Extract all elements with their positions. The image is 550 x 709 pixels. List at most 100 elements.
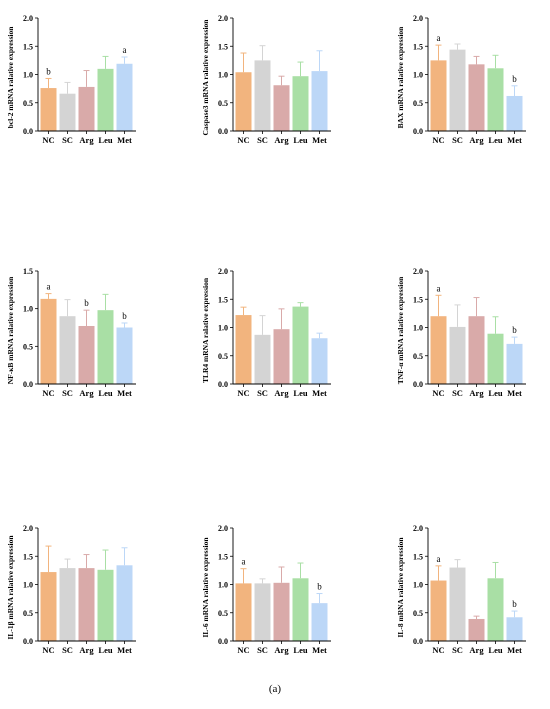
bar-arg (78, 325, 95, 384)
x-tick-label: Met (117, 645, 132, 655)
x-tick-label: SC (452, 388, 463, 398)
bar-nc (235, 315, 252, 384)
bar-met (311, 603, 328, 641)
y-axis-label: NF-κB mRNA ralative expression (6, 276, 15, 384)
y-tick-label: 0.5 (413, 99, 423, 108)
x-tick-label: Arg (274, 645, 289, 655)
x-tick-label: Leu (293, 645, 307, 655)
x-tick-label: NC (42, 645, 54, 655)
x-tick-label: SC (62, 135, 73, 145)
bar-arg (78, 568, 95, 641)
chart-panel-1: b NC SC Arg Leu a Met 0.0 0.5 1.0 1.5 2.0 bcl-2 mRNA… (6, 14, 136, 145)
x-tick-label: Leu (98, 388, 112, 398)
y-tick-label: 1.5 (218, 552, 228, 561)
y-tick-label: 1.0 (23, 71, 33, 80)
y-tick-label: 2.0 (413, 14, 423, 23)
x-tick-label: Met (312, 645, 327, 655)
bar-sc (59, 316, 76, 384)
significance-letter: a (437, 283, 441, 293)
bar-arg (468, 316, 485, 384)
y-tick-label: 1.5 (413, 295, 423, 304)
x-tick-label: NC (237, 388, 249, 398)
x-tick-label: NC (432, 135, 444, 145)
y-tick-label: 2.0 (218, 524, 228, 533)
y-tick-label: 0.5 (218, 609, 228, 618)
y-axis-label: IL-8 mRNA ralative expression (396, 537, 405, 638)
significance-letter: b (512, 74, 517, 84)
chart-panel-9: a NC SC Arg Leu b Met 0.0 0.5 1.0 1.5 2.0 IL-8 mRNA … (396, 524, 526, 655)
y-tick-label: 0.0 (218, 380, 228, 389)
y-axis-label: TLR4 mRNA ralative expression (201, 277, 210, 383)
y-tick-label: 1.0 (218, 581, 228, 590)
bar-nc (40, 298, 57, 384)
y-axis-label: IL-1β mRNA ralative expression (6, 535, 15, 640)
y-tick-label: 1.0 (413, 324, 423, 333)
x-tick-label: Leu (488, 388, 502, 398)
significance-letter: a (47, 282, 51, 292)
bar-leu (97, 569, 114, 641)
bar-sc (59, 93, 76, 131)
y-tick-label: 0.5 (413, 352, 423, 361)
significance-letter: a (437, 554, 441, 564)
figure-caption: (a) (268, 683, 282, 695)
chart-panel-8: a NC SC Arg Leu b Met 0.0 0.5 1.0 1.5 2.0 IL-6 mRNA … (201, 524, 331, 655)
bar-met (116, 565, 133, 641)
x-tick-label: Met (507, 135, 522, 145)
bar-sc (449, 326, 466, 384)
significance-letter: b (512, 325, 517, 335)
x-tick-label: Leu (488, 135, 502, 145)
bar-leu (487, 333, 504, 384)
bar-met (116, 327, 133, 384)
significance-letter: b (46, 66, 51, 76)
y-tick-label: 1.0 (413, 71, 423, 80)
y-tick-label: 0.5 (23, 99, 33, 108)
y-tick-label: 2.0 (23, 14, 33, 23)
y-tick-label: 1.5 (413, 552, 423, 561)
x-tick-label: Arg (79, 645, 94, 655)
bar-sc (449, 567, 466, 641)
bar-met (311, 71, 328, 131)
y-axis-label: Caspase3 mRNA ralative expression (201, 19, 210, 136)
y-tick-label: 1.0 (23, 581, 33, 590)
bar-met (506, 95, 523, 131)
y-tick-label: 2.0 (218, 14, 228, 23)
y-tick-label: 1.5 (23, 267, 33, 276)
bar-leu (292, 306, 309, 384)
y-tick-label: 1.5 (218, 295, 228, 304)
y-tick-label: 0.5 (218, 99, 228, 108)
y-tick-label: 2.0 (218, 267, 228, 276)
y-tick-label: 1.0 (218, 324, 228, 333)
bar-leu (292, 76, 309, 131)
bar-leu (292, 578, 309, 641)
bar-arg (468, 618, 485, 641)
y-tick-label: 0.5 (413, 609, 423, 618)
x-tick-label: Met (507, 645, 522, 655)
y-tick-label: 0.0 (413, 127, 423, 136)
x-tick-label: Met (507, 388, 522, 398)
y-tick-label: 0.5 (218, 352, 228, 361)
y-axis-label: bcl-2 mRNA ralative expression (6, 26, 15, 129)
bar-arg (78, 86, 95, 131)
chart-panel-4: a NC SC b Arg Leu b Met 0.0 0.5 1.0 1.5 NF-κB mRNA r… (6, 267, 136, 398)
bar-nc (430, 316, 447, 384)
x-tick-label: NC (432, 388, 444, 398)
x-tick-label: Met (312, 388, 327, 398)
significance-letter: a (437, 33, 441, 43)
x-tick-label: Arg (469, 135, 484, 145)
bar-nc (40, 88, 57, 131)
x-tick-label: Arg (79, 388, 94, 398)
significance-letter: b (317, 582, 322, 592)
y-tick-label: 2.0 (23, 524, 33, 533)
x-tick-label: Arg (79, 135, 94, 145)
y-tick-label: 0.0 (413, 380, 423, 389)
x-tick-label: Leu (98, 135, 112, 145)
y-axis-label: IL-6 mRNA ralative expression (201, 537, 210, 638)
bar-met (116, 63, 133, 131)
x-tick-label: NC (237, 645, 249, 655)
x-tick-label: SC (257, 388, 268, 398)
y-tick-label: 2.0 (413, 524, 423, 533)
x-tick-label: Met (312, 135, 327, 145)
bar-leu (97, 68, 114, 131)
significance-letter: a (123, 45, 127, 55)
